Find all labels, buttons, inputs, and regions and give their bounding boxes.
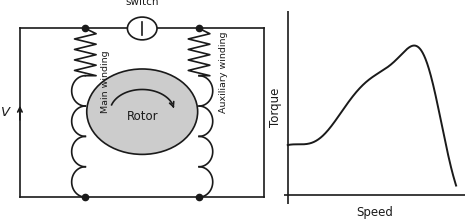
Text: Main winding: Main winding <box>101 50 109 113</box>
X-axis label: Speed: Speed <box>356 207 393 219</box>
Text: V: V <box>1 106 10 119</box>
Text: Centrifugal
switch: Centrifugal switch <box>113 0 171 7</box>
Circle shape <box>128 17 157 40</box>
Text: Rotor: Rotor <box>127 110 158 123</box>
Circle shape <box>87 69 198 154</box>
Text: Auxiliary winding: Auxiliary winding <box>219 31 228 113</box>
Y-axis label: Torque: Torque <box>269 88 282 127</box>
